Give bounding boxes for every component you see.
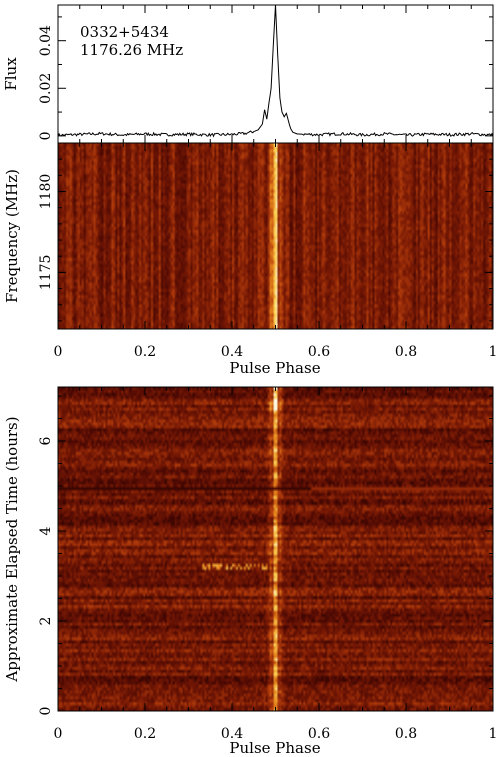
time-tick-label: 4	[38, 526, 54, 535]
phase-tick-label: 0.6	[308, 344, 330, 360]
source-name-label: 0332+5434	[80, 23, 169, 41]
flux-tick-label: 0.04	[38, 25, 54, 56]
frequency-axis-label: Frequency (MHz)	[3, 169, 21, 303]
frequency-ticks: 0 0.2 0.4 0.6 0.8 1 1175 1180	[38, 142, 498, 360]
profile-ticks: 0 0.02 0.04	[38, 5, 494, 143]
frequency-tick-label: 1180	[38, 174, 54, 210]
frequency-phase-heatmap	[58, 143, 493, 329]
phase-tick-label: 1	[489, 344, 498, 360]
time-tick-label: 6	[38, 436, 54, 445]
phase-tick-label: 0.8	[395, 726, 417, 742]
phase-tick-label: 1	[489, 726, 498, 742]
flux-tick-label: 0.02	[38, 73, 54, 104]
time-phase-heatmap	[58, 387, 493, 711]
phase-tick-label: 0.4	[221, 726, 243, 742]
phase-tick-label: 0	[54, 344, 63, 360]
time-ticks: 0 0.2 0.4 0.6 0.8 1 0 2 4 6	[38, 387, 497, 742]
frequency-tick-label: 1175	[38, 255, 54, 291]
phase-tick-label: 0.2	[134, 344, 156, 360]
pulse-profile-panel: 0 0.02 0.04 0332+5434 1176.26 MHz Flux	[2, 4, 494, 144]
phase-tick-label: 0	[54, 726, 63, 742]
phase-tick-label: 0.2	[134, 726, 156, 742]
time-x-axis-label: Pulse Phase	[229, 739, 320, 757]
time-axis-label: Approximate Elapsed Time (hours)	[3, 416, 21, 682]
observing-frequency-label: 1176.26 MHz	[80, 41, 183, 59]
time-phase-panel: 0 0.2 0.4 0.6 0.8 1 0 2 4 6 Approximate Elapsed T…	[3, 386, 497, 757]
phase-tick-label: 0.4	[221, 344, 243, 360]
time-tick-label: 0	[38, 707, 54, 716]
phase-tick-label: 0.6	[308, 726, 330, 742]
flux-axis-label: Flux	[2, 57, 20, 91]
flux-tick-label: 0	[38, 131, 54, 140]
time-tick-label: 2	[38, 617, 54, 626]
phase-tick-label: 0.8	[395, 344, 417, 360]
frequency-phase-panel: 0 0.2 0.4 0.6 0.8 1 1175 1180 Frequency (MHz) P…	[3, 142, 498, 377]
frequency-x-axis-label: Pulse Phase	[229, 359, 320, 377]
